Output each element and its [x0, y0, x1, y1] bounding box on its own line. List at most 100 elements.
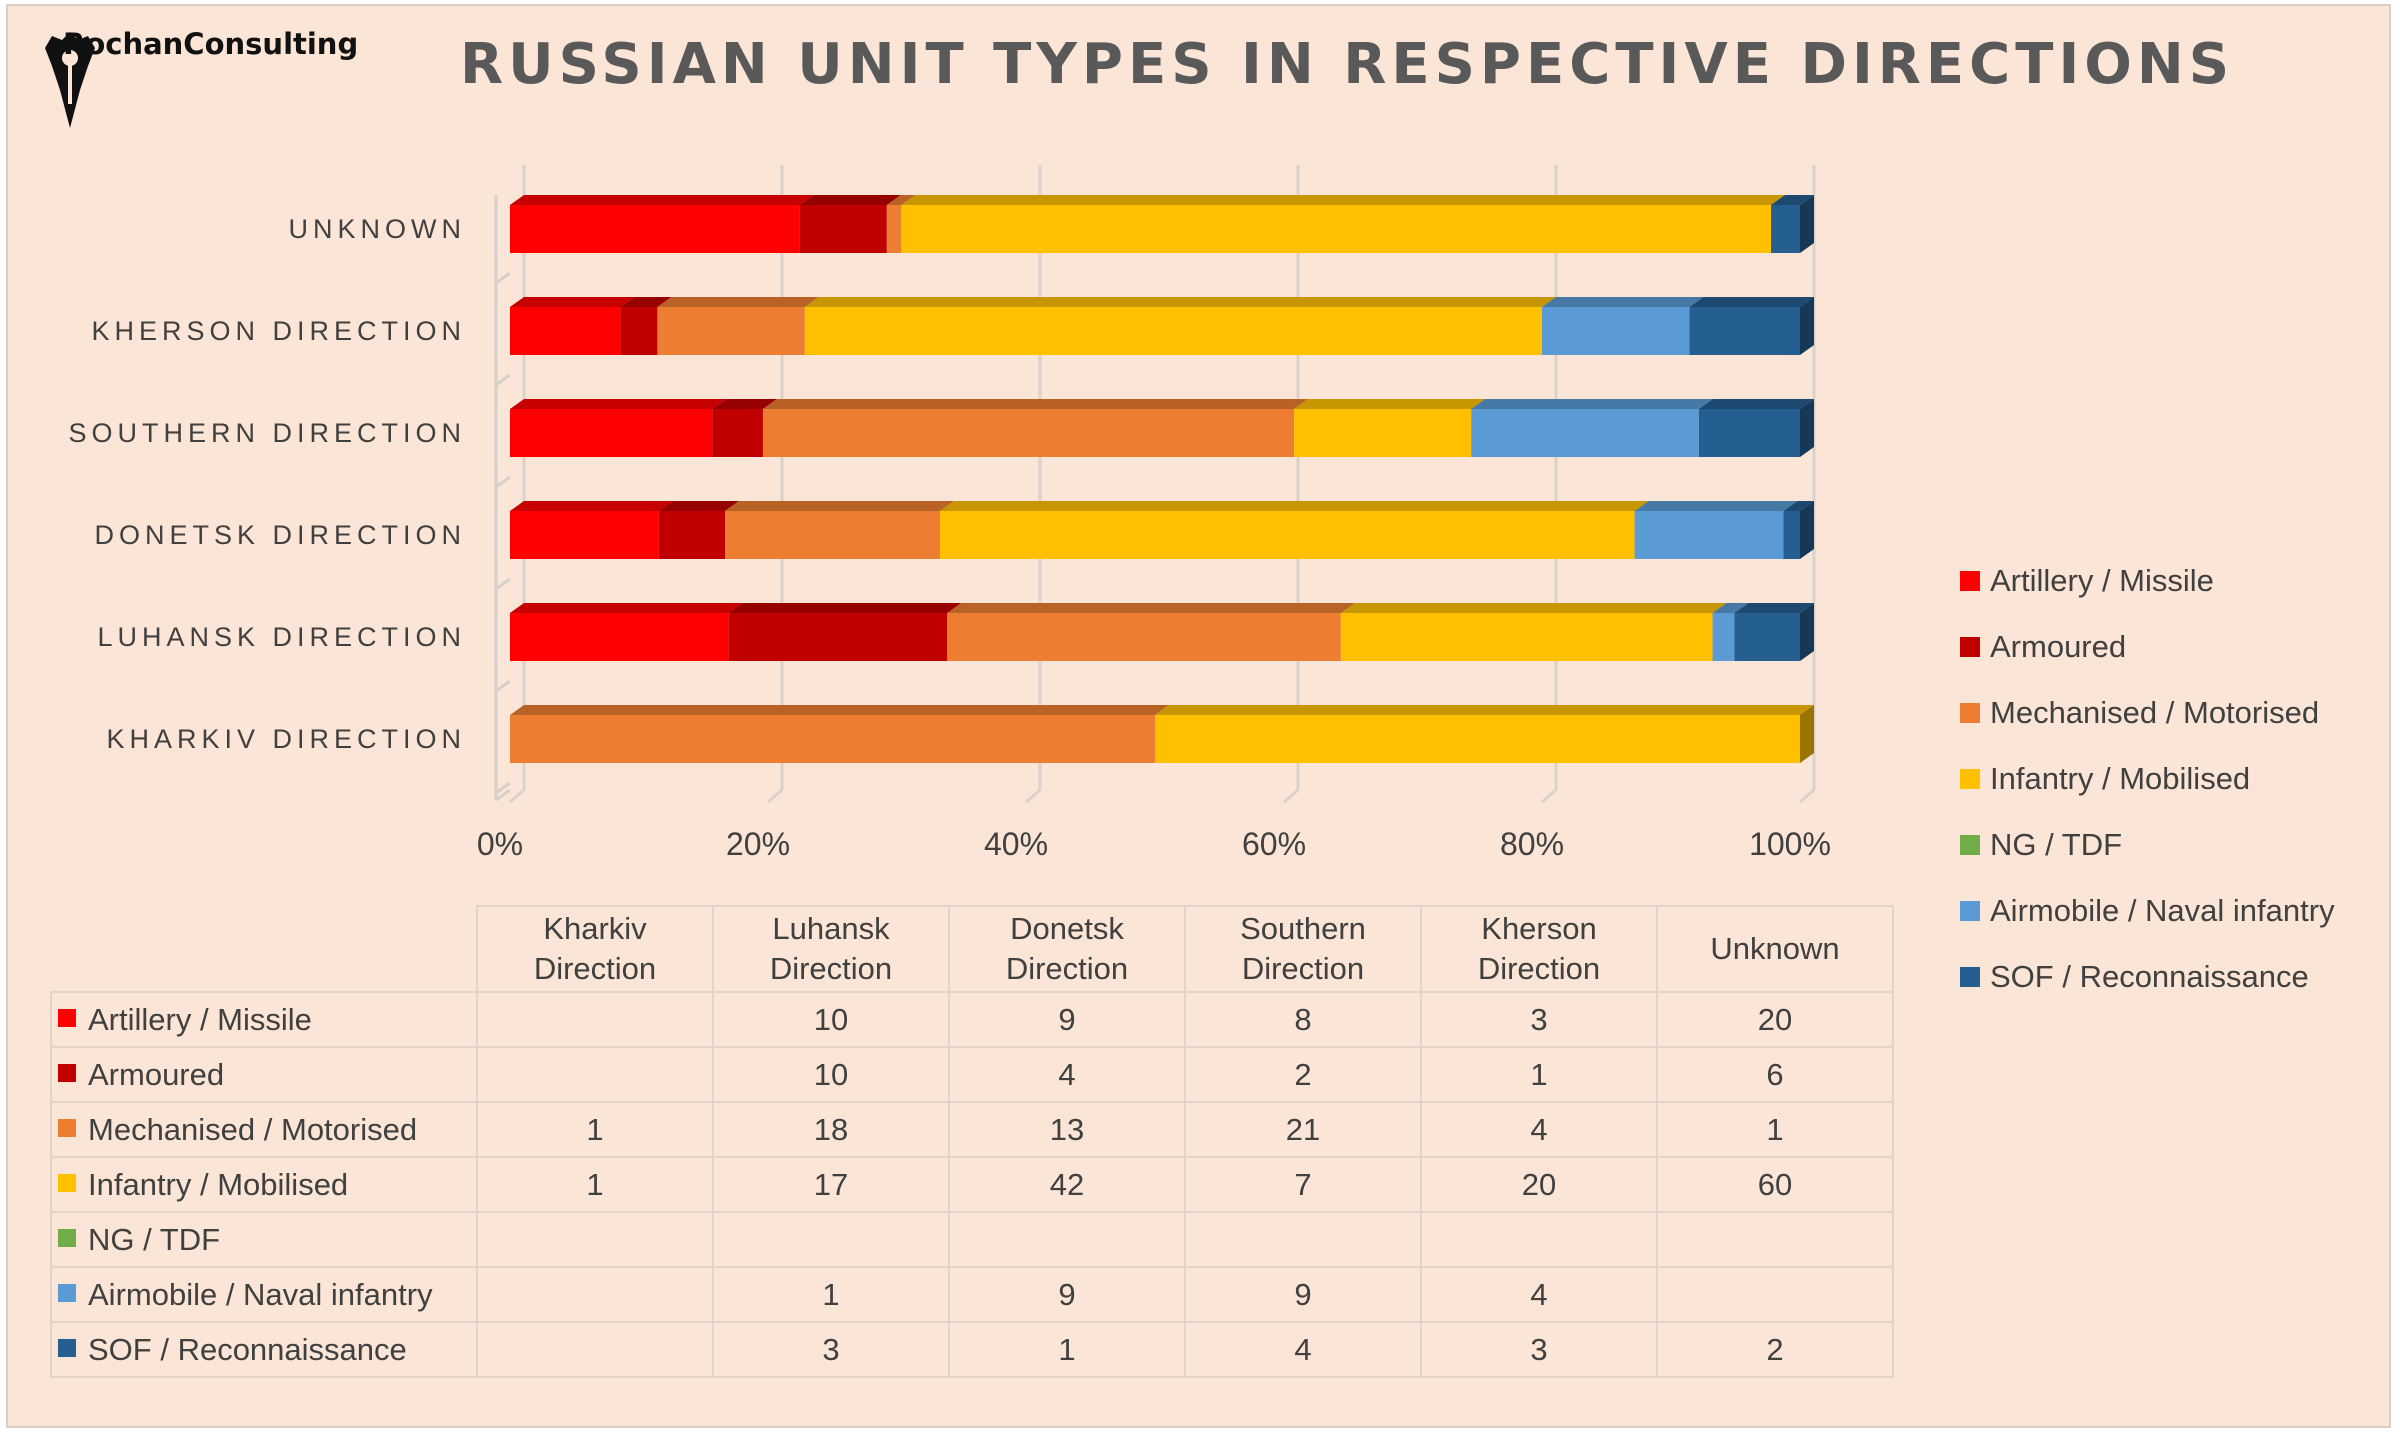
bar-segment [510, 205, 800, 253]
legend-key-icon [58, 1229, 76, 1248]
bar-segment [1783, 511, 1800, 559]
table-corner [51, 906, 478, 993]
bar-segment [1471, 409, 1699, 457]
category-tick [495, 475, 511, 489]
bar-top [1783, 501, 1814, 511]
table-cell: 1 [476, 1156, 714, 1213]
bar-chart [494, 165, 1816, 804]
bar-segment [1155, 715, 1800, 763]
bar-top [1689, 297, 1814, 307]
table-cell [476, 1321, 714, 1378]
legend-label: Armoured [1990, 629, 2127, 664]
bar-segment [510, 307, 621, 355]
table-cell [712, 1211, 950, 1268]
table-cell [1420, 1211, 1658, 1268]
pen-nib-icon [45, 32, 95, 128]
table-row: Infantry / Mobilised 1 17 42 7 20 60 [50, 1156, 1894, 1213]
table-cell: 60 [1656, 1156, 1894, 1213]
legend-label: Airmobile / Naval infantry [1990, 893, 2335, 928]
bar-top [1771, 195, 1814, 205]
grid-line [1025, 788, 1041, 804]
category-tick [495, 271, 511, 285]
bar-top [657, 297, 819, 307]
table-row: Artillery / Missile 10 9 8 3 20 [50, 991, 1894, 1048]
chart-title: RUSSIAN UNIT TYPES IN RESPECTIVE DIRECTI… [460, 32, 2235, 97]
bar-segment [1340, 613, 1713, 661]
bar-segment [799, 205, 887, 253]
table-row: Airmobile / Naval infantry 1 9 9 4 [50, 1266, 1894, 1323]
bar-segment [1712, 613, 1735, 661]
table-cell: 1 [1656, 1101, 1894, 1158]
bar-top [620, 297, 672, 307]
table-cell: 17 [712, 1156, 950, 1213]
category-label: LUHANSK DIRECTION [97, 622, 466, 652]
bar-top [712, 399, 777, 409]
table-cell: 1 [712, 1266, 950, 1323]
table-cell: 4 [1420, 1266, 1658, 1323]
table-cell: 2 [1184, 1046, 1422, 1103]
table-cell: 3 [1420, 991, 1658, 1048]
category-label: SOUTHERN DIRECTION [68, 418, 466, 448]
table-cell: 4 [1184, 1321, 1422, 1378]
legend-label: NG / TDF [1990, 827, 2123, 862]
table-cell: 20 [1420, 1156, 1658, 1213]
legend-key-icon [58, 1009, 76, 1028]
bar-top [1698, 399, 1814, 409]
table-cell [1656, 1266, 1894, 1323]
bar-top [799, 195, 901, 205]
bar-segment [1771, 205, 1800, 253]
table-cell [476, 1211, 714, 1268]
table-row-label: SOF / Reconnaissance [50, 1321, 478, 1378]
grid-line [767, 788, 783, 804]
table-row: SOF / Reconnaissance 3 1 4 3 2 [50, 1321, 1894, 1378]
table-column-header: Unknown [1656, 905, 1894, 993]
axis-line [495, 788, 511, 802]
category-label: KHERSON DIRECTION [91, 316, 466, 346]
bar-segment [1542, 307, 1690, 355]
bar-top [510, 705, 1169, 715]
table-cell: 3 [1420, 1321, 1658, 1378]
legend-swatch [1960, 571, 1980, 591]
bar-segment [510, 511, 659, 559]
bar-top [1155, 705, 1814, 715]
bar-top [510, 399, 727, 409]
legend-swatch [1960, 967, 1980, 987]
legend-item: SOF / Reconnaissance [1960, 944, 2335, 1010]
rochan-logo [45, 32, 95, 128]
tick-label: 20% [725, 826, 791, 862]
bar-segment [620, 307, 658, 355]
bar-top [940, 501, 1649, 511]
bar-top [510, 195, 814, 205]
table-row-label: Mechanised / Motorised [50, 1101, 478, 1158]
table-row-label: NG / TDF [50, 1211, 478, 1268]
bar-segment [886, 205, 902, 253]
table-row: Armoured 10 4 2 1 6 [50, 1046, 1894, 1103]
bar-segment [947, 613, 1341, 661]
bar-segment [657, 307, 805, 355]
bar-side [1800, 501, 1814, 559]
table-cell: 10 [712, 991, 950, 1048]
bar-segment [940, 511, 1635, 559]
bar-side [1800, 705, 1814, 763]
bar-segment [762, 409, 1295, 457]
grid-line [1541, 788, 1557, 804]
table-cell: 20 [1656, 991, 1894, 1048]
bar-top [886, 195, 916, 205]
category-tick [495, 781, 511, 795]
grid-line [509, 788, 525, 804]
tick-label: 40% [983, 826, 1049, 862]
legend-key-icon [58, 1284, 76, 1303]
bar-top [510, 297, 635, 307]
table-column-header: Southern Direction [1184, 905, 1422, 993]
bar-top [1471, 399, 1713, 409]
table-row: Mechanised / Motorised 1 18 13 21 4 1 [50, 1101, 1894, 1158]
table-cell: 4 [948, 1046, 1186, 1103]
table-cell [476, 1266, 714, 1323]
bar-top [1294, 399, 1486, 409]
bar-segment [1294, 409, 1472, 457]
bar-segment [510, 613, 729, 661]
logo-text: RochanConsulting [63, 27, 359, 61]
tick-label: 80% [1499, 826, 1565, 862]
table-column-header: Kharkiv Direction [476, 905, 714, 993]
table-cell: 1 [476, 1101, 714, 1158]
